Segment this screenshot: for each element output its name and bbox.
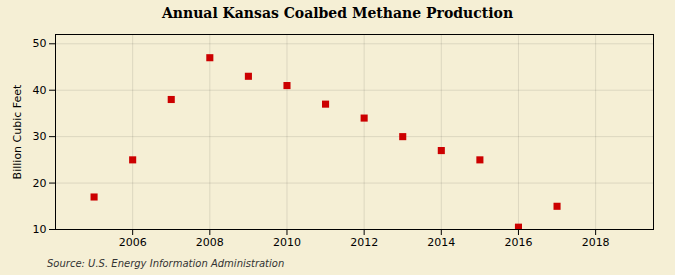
svg-text:2010: 2010 [273,236,301,249]
svg-text:50: 50 [33,37,47,50]
svg-text:30: 30 [33,130,47,143]
svg-text:2008: 2008 [196,236,224,249]
svg-text:20: 20 [33,177,47,190]
svg-text:2012: 2012 [350,236,378,249]
svg-text:40: 40 [33,84,47,97]
html-text:Source: U.S. Energy Informatio: Source: U.S. Energy Information Administ… [47,258,285,269]
svg-text:2014: 2014 [427,236,455,249]
svg-text:2006: 2006 [119,236,147,249]
svg-text:Billion Cubic Feet: Billion Cubic Feet [11,84,24,179]
svg-text:2018: 2018 [582,236,610,249]
html-text:Annual Kansas Coalbed Methane: Annual Kansas Coalbed Methane Production [161,5,514,21]
svg-text:10: 10 [33,223,47,236]
svg-text:2016: 2016 [504,236,532,249]
